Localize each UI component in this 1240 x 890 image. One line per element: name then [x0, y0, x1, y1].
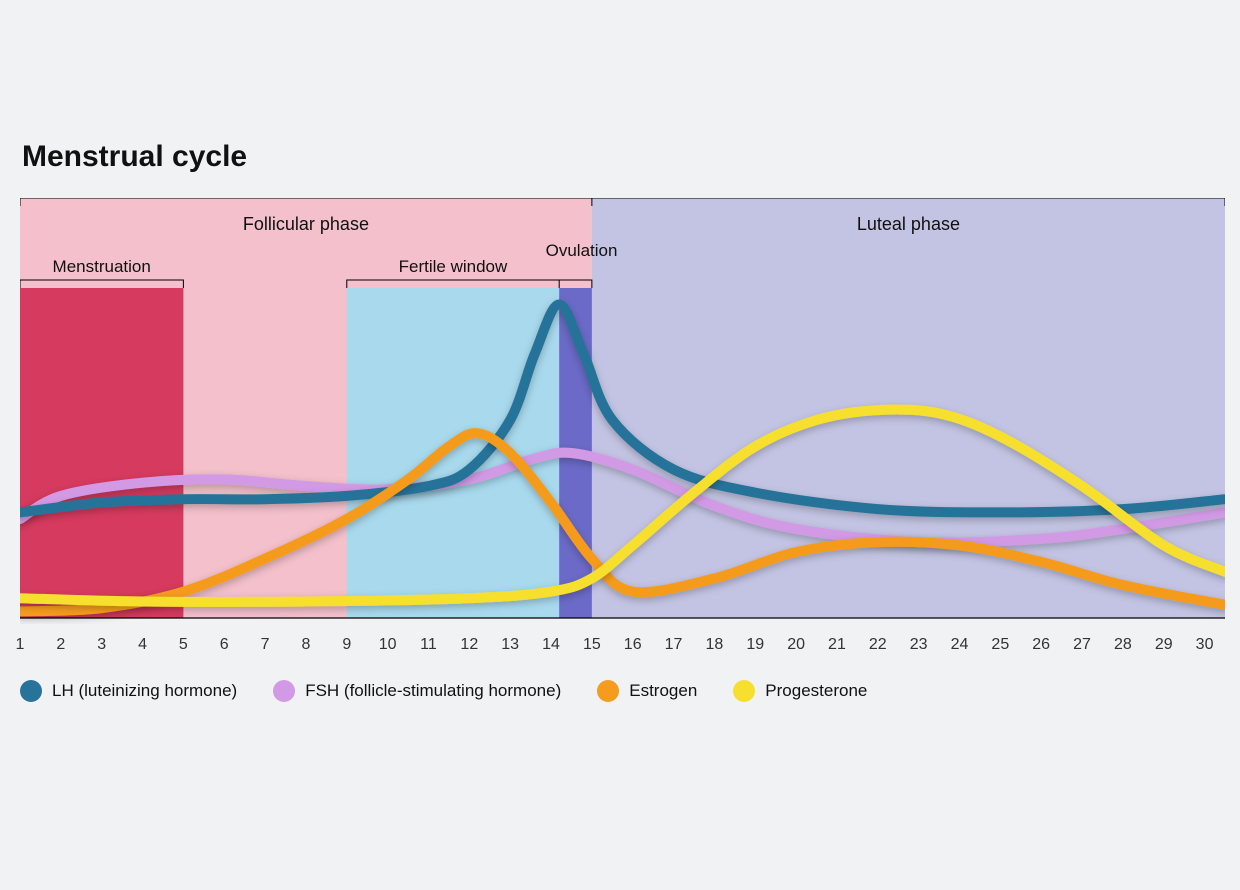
- x-tick: 2: [56, 636, 65, 654]
- x-tick: 13: [501, 636, 519, 654]
- x-axis-ticks: 1234567891011121314151617181920212223242…: [20, 636, 1225, 656]
- x-tick: 28: [1114, 636, 1132, 654]
- legend-swatch-fsh: [273, 680, 295, 702]
- legend-label-estrogen: Estrogen: [629, 681, 697, 701]
- x-tick: 6: [220, 636, 229, 654]
- x-tick: 12: [460, 636, 478, 654]
- legend-item-progesterone: Progesterone: [733, 680, 867, 702]
- x-tick: 18: [706, 636, 724, 654]
- x-tick: 15: [583, 636, 601, 654]
- legend-swatch-progesterone: [733, 680, 755, 702]
- x-tick: 19: [746, 636, 764, 654]
- ovulation-label: Ovulation: [546, 241, 618, 260]
- x-tick: 29: [1155, 636, 1173, 654]
- x-tick: 22: [869, 636, 887, 654]
- x-tick: 14: [542, 636, 560, 654]
- x-tick: 27: [1073, 636, 1091, 654]
- x-tick: 25: [991, 636, 1009, 654]
- x-tick: 21: [828, 636, 846, 654]
- x-tick: 17: [665, 636, 683, 654]
- x-tick: 1: [16, 636, 25, 654]
- x-tick: 16: [624, 636, 642, 654]
- legend-swatch-lh: [20, 680, 42, 702]
- x-tick: 10: [379, 636, 397, 654]
- chart-title: Menstrual cycle: [22, 140, 247, 174]
- x-tick: 9: [342, 636, 351, 654]
- x-tick: 26: [1032, 636, 1050, 654]
- x-tick: 4: [138, 636, 147, 654]
- legend-label-lh: LH (luteinizing hormone): [52, 681, 237, 701]
- legend-swatch-estrogen: [597, 680, 619, 702]
- legend-label-progesterone: Progesterone: [765, 681, 867, 701]
- x-tick: 24: [951, 636, 969, 654]
- x-tick: 8: [301, 636, 310, 654]
- legend: LH (luteinizing hormone) FSH (follicle-st…: [20, 680, 867, 702]
- x-tick: 3: [97, 636, 106, 654]
- menstruation-band: [20, 288, 183, 618]
- legend-item-estrogen: Estrogen: [597, 680, 697, 702]
- x-tick: 20: [787, 636, 805, 654]
- x-tick: 7: [261, 636, 270, 654]
- x-tick: 5: [179, 636, 188, 654]
- legend-item-fsh: FSH (follicle-stimulating hormone): [273, 680, 561, 702]
- legend-item-lh: LH (luteinizing hormone): [20, 680, 237, 702]
- x-tick: 11: [420, 636, 437, 654]
- menstruation-label: Menstruation: [53, 257, 151, 276]
- x-tick: 30: [1196, 636, 1214, 654]
- follicular-label: Follicular phase: [243, 214, 369, 234]
- luteal-label: Luteal phase: [857, 214, 960, 234]
- page: Menstrual cycle Follicular phase Luteal p…: [0, 0, 1240, 890]
- chart-svg: Follicular phase Luteal phase Menstruation…: [20, 198, 1225, 624]
- x-tick: 23: [910, 636, 928, 654]
- legend-label-fsh: FSH (follicle-stimulating hormone): [305, 681, 561, 701]
- chart-area: Follicular phase Luteal phase Menstruation…: [20, 198, 1225, 624]
- fertile-window-label: Fertile window: [399, 257, 508, 276]
